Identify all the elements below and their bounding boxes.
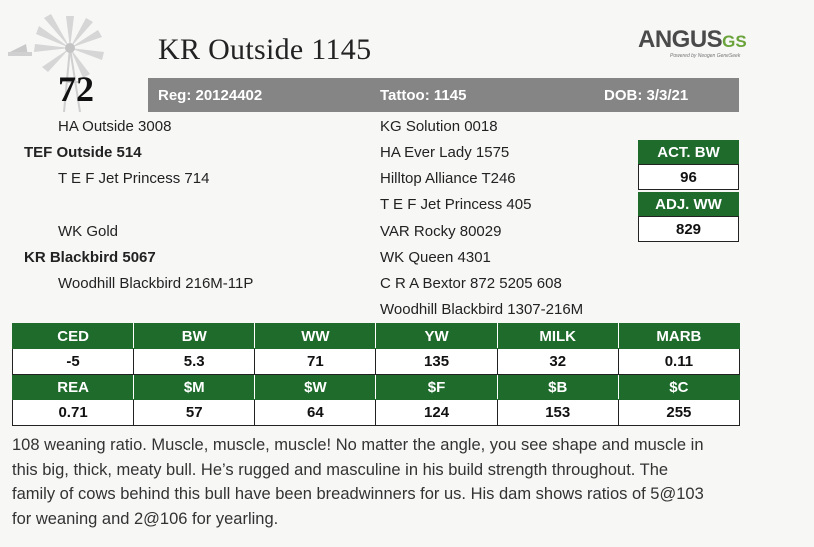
sire: TEF Outside 514 xyxy=(24,144,142,161)
dam: KR Blackbird 5067 xyxy=(24,249,156,266)
epd-value: 32 xyxy=(496,348,619,375)
pedigree-ancestor: Woodhill Blackbird 1307-216M xyxy=(380,301,584,318)
windmill-logo-icon xyxy=(8,14,104,112)
epd-header: $W xyxy=(254,374,377,400)
angus-gs-logo: ANGUSGS Powered by Neogen GeneSeek xyxy=(638,26,748,62)
epd-header: CED xyxy=(11,323,135,349)
epd-value-row: -5 5.3 71 135 32 0.11 xyxy=(11,348,741,375)
page-title: KR Outside 1145 xyxy=(158,33,372,66)
epd-header: $M xyxy=(133,374,256,400)
tattoo: Tattoo: 1145 xyxy=(380,87,467,104)
epd-header: MARB xyxy=(617,323,741,349)
dam-sire: WK Gold xyxy=(58,223,119,240)
epd-value: 0.71 xyxy=(11,399,135,426)
brand-main: ANGUS xyxy=(638,26,723,53)
date-of-birth: DOB: 3/3/21 xyxy=(604,87,689,104)
pedigree-ancestor: KG Solution 0018 xyxy=(380,118,498,135)
act-bw-value: 96 xyxy=(638,164,739,190)
dam-dam: Woodhill Blackbird 216M-11P xyxy=(58,275,254,292)
adj-ww-value: 829 xyxy=(638,216,739,242)
registration-bar: Reg: 20124402 Tattoo: 1145 DOB: 3/3/21 xyxy=(148,78,739,112)
epd-table: CED BW WW YW MILK MARB -5 5.3 71 135 32 … xyxy=(11,323,741,426)
epd-header: MILK xyxy=(496,323,619,349)
act-bw-label: ACT. BW xyxy=(638,140,739,164)
epd-header: $F xyxy=(375,374,498,400)
sire-dam: T E F Jet Princess 714 xyxy=(58,170,210,187)
pedigree-ancestor: C R A Bextor 872 5205 608 xyxy=(380,275,562,292)
epd-value: 255 xyxy=(617,399,741,426)
lot-number: 72 xyxy=(58,69,94,109)
pedigree-ancestor: VAR Rocky 80029 xyxy=(380,223,502,240)
epd-header: YW xyxy=(375,323,498,349)
epd-header: $B xyxy=(496,374,619,400)
epd-header: BW xyxy=(133,323,256,349)
epd-header: REA xyxy=(11,374,135,400)
epd-value: 71 xyxy=(254,348,377,375)
epd-value: 153 xyxy=(496,399,619,426)
registration-number: Reg: 20124402 xyxy=(158,87,263,104)
epd-value: -5 xyxy=(11,348,135,375)
epd-value: 135 xyxy=(375,348,498,375)
epd-value: 0.11 xyxy=(617,348,741,375)
bull-description: 108 weaning ratio. Muscle, muscle, muscl… xyxy=(12,436,704,528)
epd-value: 5.3 xyxy=(133,348,256,375)
brand-suffix: GS xyxy=(722,32,747,51)
epd-value: 64 xyxy=(254,399,377,426)
sire-sire: HA Outside 3008 xyxy=(58,118,172,135)
brand-tagline: Powered by Neogen GeneSeek xyxy=(670,53,741,59)
pedigree-ancestor: WK Queen 4301 xyxy=(380,249,491,266)
pedigree-ancestor: Hilltop Alliance T246 xyxy=(380,170,516,187)
pedigree-ancestor: HA Ever Lady 1575 xyxy=(380,144,510,161)
epd-header: WW xyxy=(254,323,377,349)
epd-header: $C xyxy=(617,374,741,400)
epd-header-row: REA $M $W $F $B $C xyxy=(11,374,741,400)
pedigree-ancestor: T E F Jet Princess 405 xyxy=(380,196,532,213)
epd-value-row: 0.71 57 64 124 153 255 xyxy=(11,399,741,426)
epd-header-row: CED BW WW YW MILK MARB xyxy=(11,323,741,349)
epd-value: 57 xyxy=(133,399,256,426)
adj-ww-label: ADJ. WW xyxy=(638,192,739,216)
epd-value: 124 xyxy=(375,399,498,426)
